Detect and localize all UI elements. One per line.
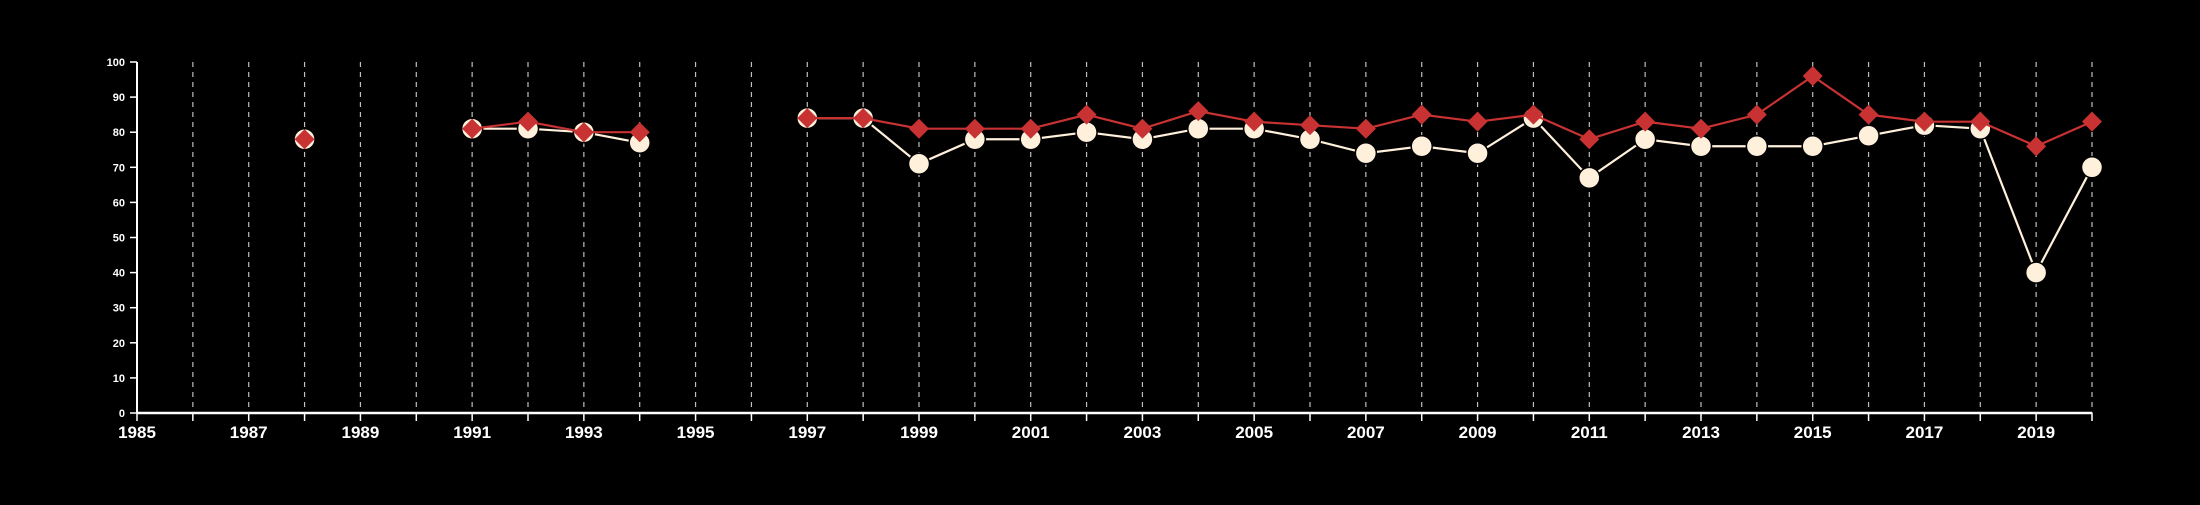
series-line — [472, 120, 640, 134]
data-point[interactable] — [1745, 134, 1769, 158]
data-point[interactable] — [1354, 142, 1378, 165]
x-tick-label: 1987 — [230, 423, 268, 442]
x-tick-label: 2005 — [1235, 423, 1273, 442]
data-point[interactable] — [1466, 142, 1489, 165]
data-point[interactable] — [1633, 127, 1657, 151]
data-point[interactable] — [2082, 111, 2102, 132]
series-line — [807, 74, 2093, 148]
data-point[interactable] — [907, 152, 931, 176]
x-tick-label: 1993 — [565, 423, 603, 442]
axes: 0 10 20 30 40 50 60 70 80 90 100 1985 1987 1989 1991 19… — [107, 57, 2093, 442]
x-tick-label: 1995 — [677, 423, 715, 442]
data-point[interactable] — [1411, 104, 1432, 125]
data-point[interactable] — [1076, 104, 1097, 125]
data-point[interactable] — [1075, 120, 1098, 144]
series-line — [472, 127, 640, 144]
data-point[interactable] — [1187, 117, 1210, 140]
grid-lines — [192, 62, 2093, 413]
data-point[interactable] — [2026, 136, 2047, 157]
x-tick-label: 1997 — [788, 423, 826, 442]
data-point[interactable] — [1020, 118, 1041, 139]
data-point[interactable] — [1914, 111, 1935, 132]
data-point[interactable] — [573, 122, 594, 143]
x-tick-label: 1985 — [118, 423, 156, 442]
x-tick-label: 2017 — [1906, 423, 1944, 442]
data-point[interactable] — [1523, 104, 1544, 125]
data-point[interactable] — [1132, 118, 1153, 139]
data-point[interactable] — [1578, 166, 1601, 190]
data-point[interactable] — [1691, 118, 1711, 139]
data-point[interactable] — [1802, 66, 1823, 87]
y-tick-label: 60 — [113, 197, 125, 209]
data-point[interactable] — [909, 118, 929, 139]
data-point[interactable] — [2024, 261, 2048, 284]
data-point[interactable] — [1857, 124, 1880, 147]
series-1 — [294, 66, 2102, 157]
data-point[interactable] — [2080, 156, 2104, 179]
y-tick-label: 90 — [113, 92, 125, 104]
series-group — [293, 66, 2104, 284]
data-point[interactable] — [1467, 111, 1488, 132]
x-tick-label: 2015 — [1794, 423, 1832, 442]
data-point[interactable] — [1244, 111, 1265, 132]
series-line — [807, 116, 2093, 276]
x-tick-label: 2013 — [1682, 423, 1720, 442]
data-point[interactable] — [629, 122, 650, 143]
data-point[interactable] — [1970, 111, 1991, 132]
y-tick-label: 20 — [113, 338, 125, 350]
y-tick-label: 50 — [113, 233, 125, 245]
data-point[interactable] — [1689, 134, 1713, 158]
y-tick-label: 80 — [113, 127, 125, 139]
y-tick-label: 100 — [107, 57, 125, 69]
data-point[interactable] — [1746, 104, 1767, 125]
data-point[interactable] — [797, 108, 818, 129]
data-point[interactable] — [1858, 104, 1879, 125]
x-tick-label: 2007 — [1347, 423, 1385, 442]
data-point[interactable] — [1410, 134, 1433, 158]
data-point[interactable] — [1188, 101, 1209, 122]
x-tick-label: 2011 — [1571, 423, 1608, 442]
y-tick-label: 30 — [113, 303, 125, 315]
data-point[interactable] — [964, 118, 985, 139]
data-point[interactable] — [462, 118, 483, 139]
x-tick-label: 2019 — [2017, 423, 2055, 442]
x-tick-label: 2003 — [1124, 423, 1162, 442]
y-tick-label: 0 — [119, 408, 125, 420]
data-point[interactable] — [1801, 134, 1824, 158]
data-point[interactable] — [518, 111, 538, 132]
x-tick-label: 1991 — [453, 423, 491, 442]
y-tick-label: 70 — [113, 162, 125, 174]
data-point[interactable] — [1635, 111, 1656, 132]
x-tick-label: 2001 — [1012, 423, 1050, 442]
x-tick-label: 2009 — [1459, 423, 1497, 442]
x-tick-label: 1999 — [900, 423, 938, 442]
data-point[interactable] — [294, 129, 315, 150]
x-tick-label: 1989 — [342, 423, 380, 442]
data-point[interactable] — [1579, 129, 1600, 150]
data-point[interactable] — [1355, 118, 1376, 139]
y-tick-label: 40 — [113, 268, 125, 280]
data-point[interactable] — [853, 108, 874, 129]
y-tick-label: 10 — [113, 373, 125, 385]
data-point[interactable] — [1300, 115, 1320, 136]
